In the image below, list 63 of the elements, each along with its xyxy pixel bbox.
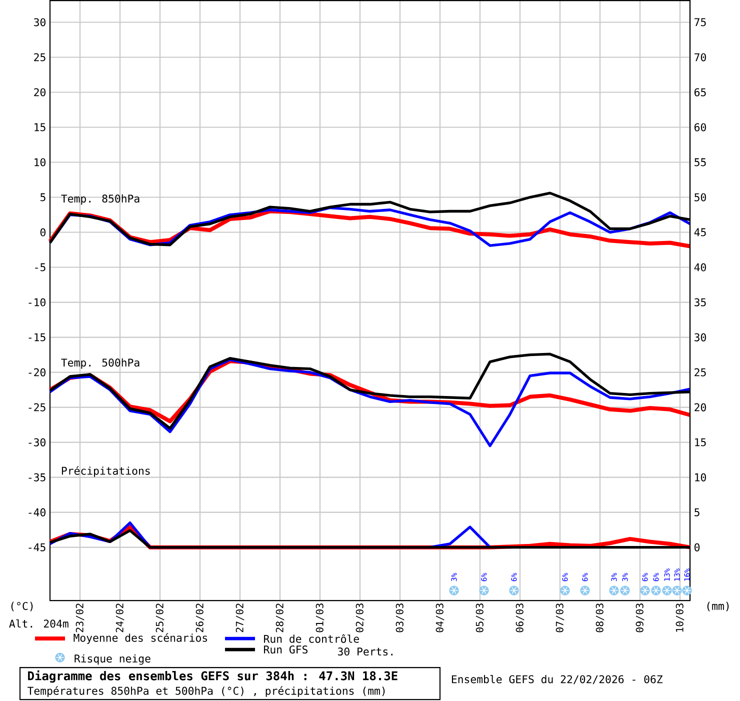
- annotation: Temp. 850hPa: [61, 194, 140, 205]
- x-tick-label: 07/03: [556, 604, 564, 632]
- line-series: [48, 358, 692, 448]
- text: Alt. 204m: [9, 620, 68, 628]
- y2-tick-label: 70: [694, 53, 706, 62]
- y2-tick-label: 5: [694, 508, 700, 517]
- legend-label: Run de contrôle: [264, 634, 359, 644]
- x-tick-label: 27/02: [236, 604, 244, 632]
- x-tick-label: 08/03: [596, 604, 604, 632]
- y2-tick-label: 25: [694, 368, 706, 377]
- x-tick-label: 04/03: [436, 604, 444, 632]
- y-tick-label: 15: [34, 124, 46, 132]
- y-axis-title: (°C): [11, 602, 33, 612]
- text: Ensemble GEFS du 22/02/2026 - 06Z: [452, 675, 662, 684]
- x-tick-label: 09/03: [636, 604, 644, 632]
- y2-tick-label: 40: [694, 263, 706, 272]
- y-tick-label: -5: [35, 264, 46, 272]
- text: Risque neige: [74, 654, 150, 665]
- y2-tick-label: 35: [694, 298, 706, 307]
- y2-tick-label: 15: [695, 438, 706, 446]
- y2-tick-label: 75: [694, 18, 706, 26]
- y-tick-label: -25: [28, 403, 46, 412]
- annotation: Temp. 500hPa: [61, 358, 140, 369]
- y-tick-label: 5: [40, 194, 46, 202]
- y-tick-label: -35: [28, 474, 46, 482]
- y2-axis-title: (mm): [707, 602, 729, 612]
- y-tick-label: -20: [28, 368, 46, 377]
- y2-tick-label: 50: [694, 193, 706, 202]
- y-tick-label: 20: [34, 88, 46, 97]
- x-tick-label: 25/02: [156, 604, 164, 632]
- x-tick-label: 05/03: [476, 604, 484, 632]
- x-tick-label: 26/02: [196, 604, 204, 632]
- x-tick-label: 01/03: [316, 604, 324, 632]
- y2-tick-label: 55: [694, 158, 706, 166]
- y2-tick-label: 10: [695, 474, 706, 482]
- x-tick-label: 03/03: [396, 604, 404, 632]
- y-tick-label: 30: [34, 18, 46, 26]
- y-tick-label: -40: [28, 508, 46, 517]
- y-tick-label: -45: [28, 544, 46, 552]
- y-tick-label: 25: [34, 53, 46, 62]
- y2-tick-label: 0: [694, 544, 700, 552]
- y-tick-label: -15: [28, 334, 46, 342]
- y-tick-label: 0: [40, 228, 46, 237]
- text: 30 Perts.: [338, 648, 393, 656]
- x-tick-label: 10/03: [676, 604, 684, 632]
- legend-label: Moyenne des scénarios: [74, 633, 208, 644]
- x-tick-label: 24/02: [116, 604, 124, 632]
- x-tick-label: 28/02: [276, 604, 284, 632]
- text: Températures 850hPa et 500hPa (°C) , précipitations (mm): [28, 686, 385, 698]
- text: Diagramme des ensembles GEFS sur 384h : 47.3N 18.3E: [28, 670, 398, 683]
- y-tick-label: 10: [34, 158, 46, 167]
- y2-tick-label: 60: [694, 123, 706, 132]
- y2-tick-label: 65: [694, 88, 706, 97]
- y2-tick-label: 45: [694, 228, 706, 236]
- y-tick-label: -30: [28, 438, 46, 447]
- x-tick-label: 02/03: [356, 604, 364, 632]
- legend-label: Run GFS: [264, 646, 308, 654]
- annotation: Précipitations: [62, 466, 150, 478]
- y2-tick-label: 20: [694, 403, 706, 412]
- x-tick-label: 23/02: [76, 604, 84, 632]
- x-tick-label: 06/03: [516, 604, 524, 632]
- y2-tick-label: 30: [694, 333, 706, 342]
- y-tick-label: -10: [28, 298, 46, 307]
